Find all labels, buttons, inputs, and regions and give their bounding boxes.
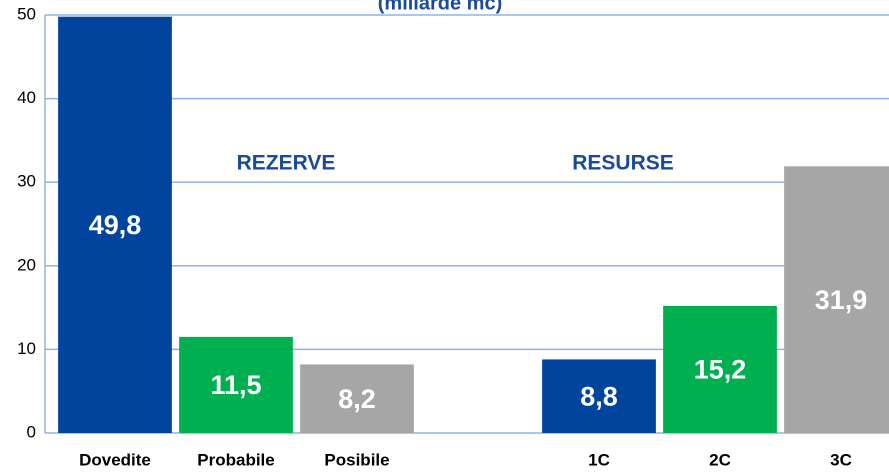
x-tick-label: 2C: [709, 450, 731, 469]
bar: [179, 336, 293, 433]
y-tick-label: 20: [17, 255, 36, 274]
bar: [300, 364, 414, 433]
y-tick-label: 50: [17, 4, 36, 23]
value-label: 11,5: [210, 370, 261, 400]
x-tick-label: Dovedite: [79, 450, 151, 469]
x-tick-label: 3C: [830, 450, 852, 469]
x-tick-label: Probabile: [197, 450, 274, 469]
x-tick-label: Posibile: [324, 450, 389, 469]
y-tick-label: 10: [17, 339, 36, 358]
value-label: 8,2: [338, 384, 376, 414]
value-label: 49,8: [89, 210, 142, 240]
bar: [784, 166, 889, 434]
value-label: 31,9: [815, 285, 868, 315]
x-tick-label: 1C: [588, 450, 610, 469]
y-tick-label: 40: [17, 88, 36, 107]
chart-title: (miliarde mc): [378, 0, 502, 14]
bar: [542, 359, 656, 433]
bar: [58, 16, 172, 434]
y-tick-label: 0: [27, 422, 36, 441]
y-tick-label: 30: [17, 172, 36, 191]
bar: [663, 305, 777, 433]
annotation: REZERVE: [237, 152, 336, 175]
value-label: 8,8: [580, 381, 618, 411]
value-label: 15,2: [694, 355, 747, 385]
annotation: RESURSE: [572, 152, 674, 175]
